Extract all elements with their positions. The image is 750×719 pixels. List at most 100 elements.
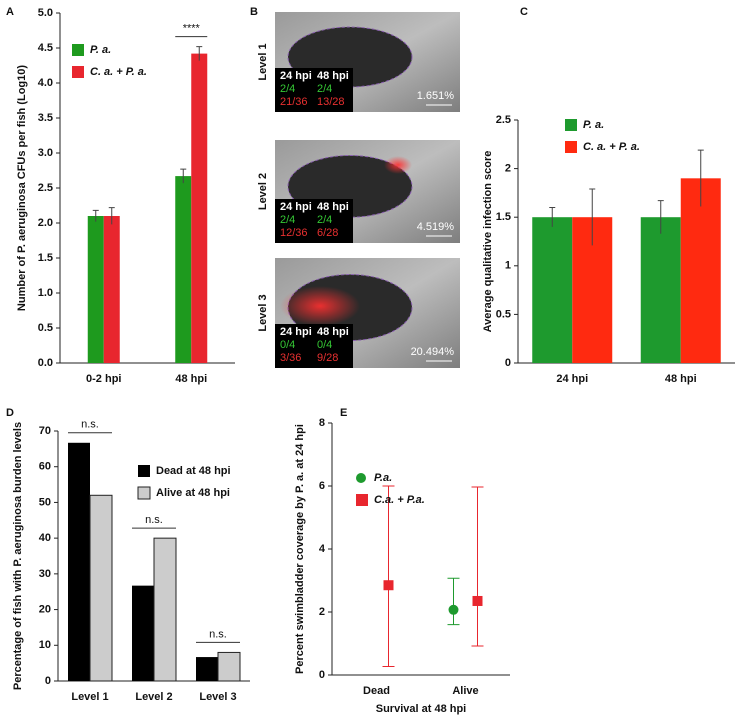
error-bar xyxy=(697,149,704,207)
y-tick-label: 0 xyxy=(319,669,325,681)
count-header: 48 hpi xyxy=(317,326,349,338)
y-axis-label: Average qualitative infection score xyxy=(482,151,494,333)
y-tick-label: 6 xyxy=(319,480,325,492)
green-count: 2/4 xyxy=(317,214,332,226)
bar xyxy=(680,178,721,363)
y-axis-label: Number of P. aeruginosa CFUs per fish (L… xyxy=(16,65,28,311)
y-axis-label: Percent swimbladder coverage by P. a. at… xyxy=(294,424,306,674)
red-count: 9/28 xyxy=(317,352,338,364)
significance-label: n.s. xyxy=(145,514,163,526)
error-bar xyxy=(108,207,115,225)
bar xyxy=(153,537,177,682)
legend-swatch xyxy=(137,486,151,500)
bar xyxy=(640,217,681,363)
legend-label: C. a. + P. a. xyxy=(583,141,640,153)
bar xyxy=(68,442,90,681)
x-tick-label: Dead xyxy=(363,685,390,697)
panel-letter: A xyxy=(6,6,14,18)
legend-label: Alive at 48 hpi xyxy=(156,487,230,499)
error-bar xyxy=(92,209,99,222)
coverage-label: 4.519% xyxy=(417,221,455,233)
legend-swatch xyxy=(356,473,366,483)
y-tick-label: 1.5 xyxy=(496,211,511,223)
panel-letter: E xyxy=(340,407,347,419)
legend-swatch xyxy=(356,494,368,506)
red-count: 13/28 xyxy=(317,96,345,108)
y-tick-label: 40 xyxy=(39,532,51,544)
y-tick-label: 2.5 xyxy=(38,182,53,194)
bar xyxy=(191,53,208,363)
x-tick-label: 24 hpi xyxy=(556,373,588,385)
coverage-label: 1.651% xyxy=(417,90,455,102)
y-tick-label: 10 xyxy=(39,639,51,651)
y-tick-label: 2 xyxy=(505,163,511,175)
y-tick-label: 50 xyxy=(39,496,51,508)
y-tick-label: 5.0 xyxy=(38,7,53,19)
y-tick-label: 70 xyxy=(39,425,51,437)
count-header: 24 hpi xyxy=(280,201,312,213)
y-tick-label: 1.0 xyxy=(38,287,53,299)
level-label: Level 2 xyxy=(257,173,269,210)
level-label: Level 3 xyxy=(257,294,269,331)
bar xyxy=(217,651,241,682)
y-tick-label: 0.5 xyxy=(38,322,53,334)
error-bar xyxy=(657,200,664,234)
legend-swatch xyxy=(138,465,150,477)
x-tick-label: Level 3 xyxy=(199,691,236,703)
green-count: 2/4 xyxy=(280,83,295,95)
legend-label: P. a. xyxy=(583,119,604,131)
error-bar xyxy=(180,168,187,184)
legend-label: P. a. xyxy=(90,44,111,56)
y-tick-label: 20 xyxy=(39,603,51,615)
count-box xyxy=(275,199,353,243)
legend-label: P.a. xyxy=(374,472,392,484)
y-tick-label: 4.0 xyxy=(38,77,53,89)
x-tick-label: Level 2 xyxy=(135,691,172,703)
y-tick-label: 60 xyxy=(39,461,51,473)
y-tick-label: 1 xyxy=(505,260,511,272)
legend-swatch xyxy=(565,119,577,131)
error-bar xyxy=(196,46,203,61)
significance-label: n.s. xyxy=(209,628,227,640)
count-header: 24 hpi xyxy=(280,326,312,338)
level-label: Level 1 xyxy=(257,43,269,80)
red-count: 6/28 xyxy=(317,227,338,239)
red-count: 21/36 xyxy=(280,96,308,108)
panel-letter: D xyxy=(6,407,14,419)
bar xyxy=(103,216,120,363)
legend-label: C. a. + P. a. xyxy=(90,66,147,78)
y-tick-label: 0 xyxy=(505,357,511,369)
green-count: 2/4 xyxy=(280,214,295,226)
legend-label: C.a. + P.a. xyxy=(374,494,425,506)
point xyxy=(383,580,394,591)
legend-label: Dead at 48 hpi xyxy=(156,465,231,477)
significance-label: n.s. xyxy=(81,419,99,431)
infection xyxy=(384,156,412,174)
y-tick-label: 0.5 xyxy=(496,308,511,320)
x-tick-label: 48 hpi xyxy=(665,373,697,385)
y-tick-label: 2.0 xyxy=(38,217,53,229)
bar xyxy=(196,657,218,681)
coverage-label: 20.494% xyxy=(411,346,455,358)
red-count: 3/36 xyxy=(280,352,301,364)
y-tick-label: 3.5 xyxy=(38,112,53,124)
green-count: 0/4 xyxy=(280,339,295,351)
count-box xyxy=(275,324,353,368)
y-tick-label: 1.5 xyxy=(38,252,53,264)
panel-letter: B xyxy=(250,6,258,18)
infection xyxy=(280,286,360,326)
y-tick-label: 2.5 xyxy=(496,114,511,126)
y-tick-label: 30 xyxy=(39,568,51,580)
count-header: 48 hpi xyxy=(317,201,349,213)
y-axis-label: Percentage of fish with P. aeruginosa bu… xyxy=(12,422,24,690)
point xyxy=(448,604,459,615)
error-bar xyxy=(447,577,460,626)
error-bar xyxy=(549,206,556,227)
y-tick-label: 3.0 xyxy=(38,147,53,159)
error-bar xyxy=(471,486,484,647)
red-count: 12/36 xyxy=(280,227,308,239)
x-axis-label: Survival at 48 hpi xyxy=(376,703,466,715)
significance-label: **** xyxy=(183,23,201,35)
bar xyxy=(89,494,113,682)
